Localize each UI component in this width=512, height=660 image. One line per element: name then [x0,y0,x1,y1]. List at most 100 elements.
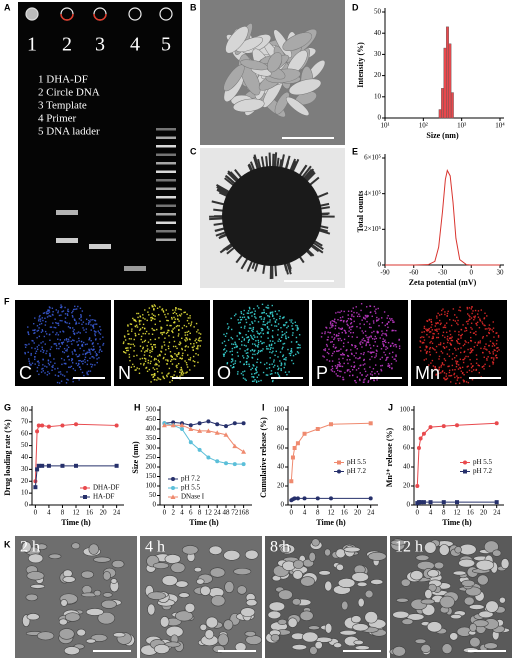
map-pixel [249,350,252,352]
map-pixel [242,374,244,376]
map-pixel [393,358,395,360]
map-pixel [333,337,336,339]
map-pixel [163,356,165,359]
y-axis-label: Size (nm) [131,441,140,474]
marker [232,443,238,449]
map-pixel [125,347,128,349]
map-pixel [428,351,431,353]
map-pixel [263,318,265,321]
map-pixel [252,330,254,333]
map-pixel [370,336,372,338]
y-tick-label: 10 [21,489,29,497]
map-pixel [351,369,354,371]
y-tick-label: 450 [146,415,157,423]
x-tick-label: 10⁴ [495,122,505,130]
map-pixel [459,366,461,369]
map-pixel [270,370,273,372]
map-pixel [88,338,91,340]
map-pixel [173,327,176,329]
map-pixel [251,315,253,317]
panel-label: J [388,402,393,412]
marker [197,421,202,426]
map-pixel [387,365,390,367]
map-pixel [431,342,434,345]
map-pixel [438,328,440,330]
map-pixel [371,374,374,376]
map-pixel [324,348,327,350]
map-pixel [28,360,30,362]
map-pixel [266,332,269,334]
map-pixel [58,347,60,350]
map-pixel [172,312,175,315]
map-pixel [371,355,373,358]
map-pixel [431,347,434,349]
map-pixel [162,375,164,378]
map-pixel [157,355,159,357]
map-pixel [456,322,458,324]
sem-blob [175,610,194,622]
map-pixel [454,320,457,322]
map-pixel [62,331,65,333]
map-pixel [347,362,349,365]
petal [274,91,290,115]
map-pixel [244,325,246,327]
map-pixel [247,336,250,338]
map-pixel [30,352,32,355]
map-pixel [381,322,384,324]
map-pixel [144,332,147,335]
map-pixel [183,372,185,374]
map-pixel [449,318,451,321]
map-pixel [335,322,337,324]
map-pixel [70,340,72,343]
map-pixel [148,314,150,316]
map-pixel [271,311,274,313]
map-pixel [83,329,85,331]
map-pixel [275,319,278,321]
map-pixel [153,344,155,346]
x-tick-label: 4 [180,509,184,517]
map-pixel [477,341,480,343]
map-pixel [492,363,494,365]
map-pixel [434,365,436,368]
legend-marker [171,477,175,481]
map-pixel [66,313,69,315]
map-pixel [456,341,459,343]
map-pixel [296,325,299,327]
map-pixel [486,328,488,330]
map-pixel [36,346,39,348]
map-pixel [338,361,340,364]
map-pixel [363,381,365,383]
map-pixel [365,344,367,347]
map-pixel [95,331,97,333]
map-pixel [385,348,387,351]
sem-blob [426,621,443,633]
y-tick-label: 40 [374,29,382,37]
map-pixel [185,325,188,328]
map-pixel [71,312,73,314]
map-pixel [38,335,41,338]
map-pixel [184,360,186,362]
map-pixel [130,338,132,340]
sem-blob [147,591,166,600]
marker [180,427,184,431]
map-pixel [492,321,494,323]
map-pixel [328,348,330,350]
map-pixel [275,325,278,327]
map-pixel [172,331,174,334]
map-pixel [134,334,137,336]
y-tick-label: 2×10⁵ [364,225,381,233]
map-pixel [42,364,44,366]
map-pixel [266,307,269,309]
map-pixel [78,363,80,365]
map-pixel [190,343,192,345]
map-pixel [438,368,440,370]
marker [232,421,237,426]
map-pixel [340,353,342,356]
map-pixel [162,310,165,312]
map-pixel [432,337,434,339]
map-pixel [47,360,50,362]
map-pixel [76,332,78,334]
map-pixel [360,309,362,312]
map-pixel [90,363,92,365]
map-pixel [184,340,187,342]
